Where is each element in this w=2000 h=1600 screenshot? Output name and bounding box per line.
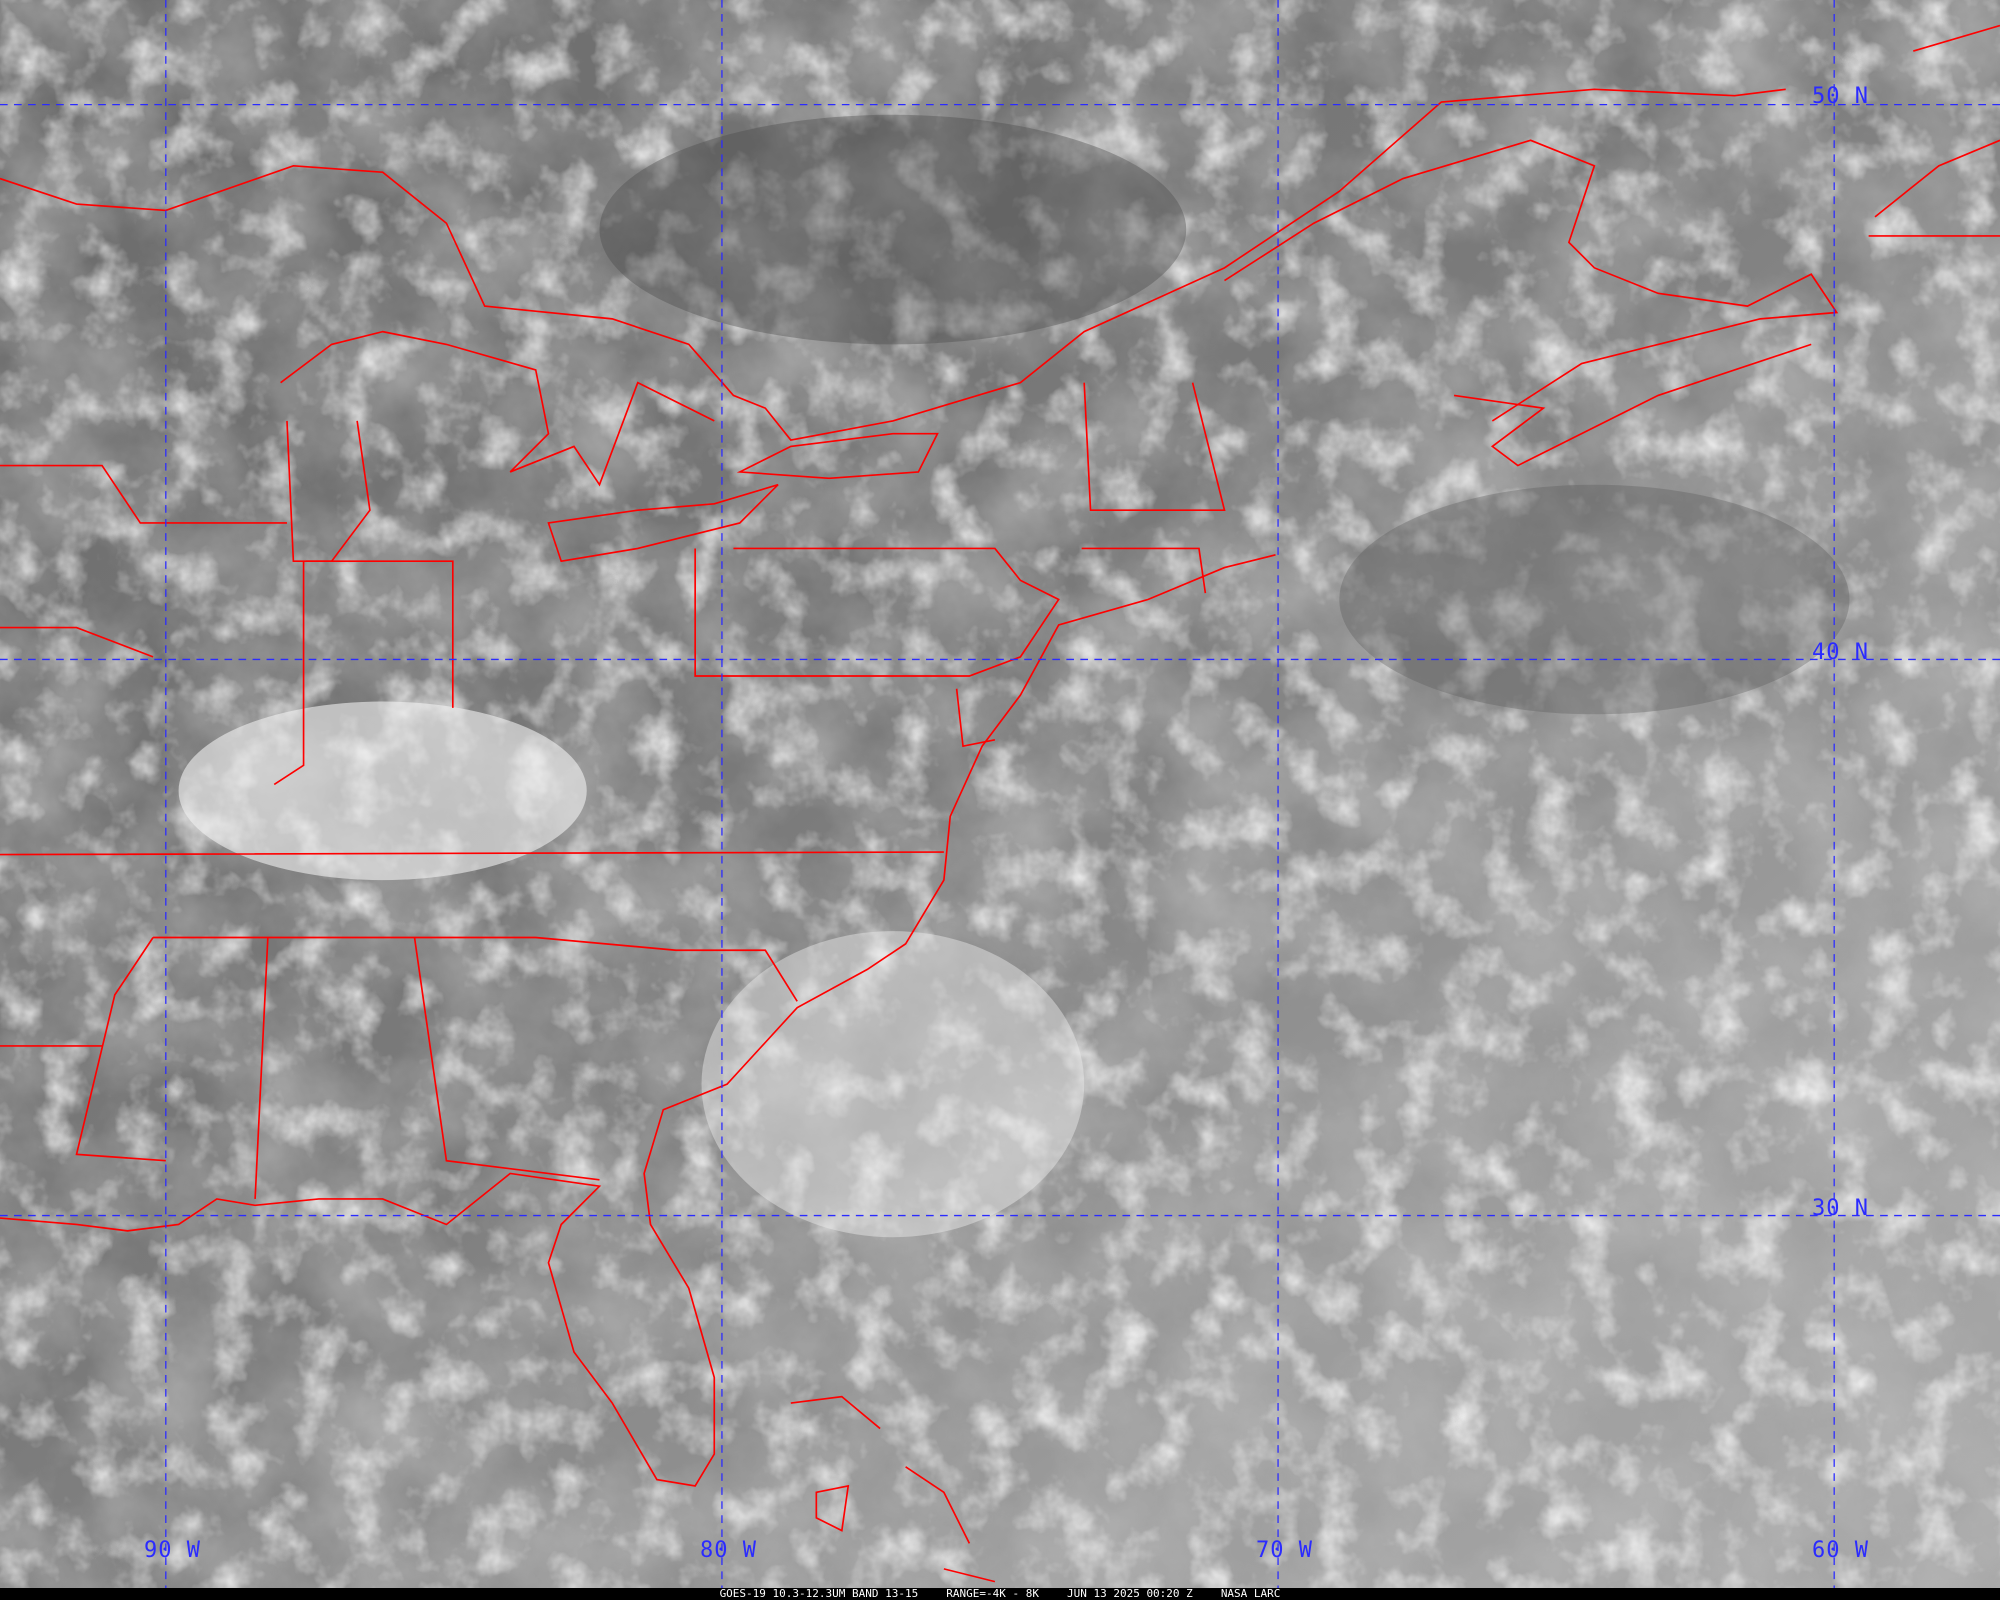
caption-source: NASA LARC xyxy=(1220,1587,1281,1600)
lon-label-90w: 90 W xyxy=(144,1538,201,1563)
lon-label-60w: 60 W xyxy=(1812,1538,1869,1563)
lon-label-70w: 70 W xyxy=(1256,1538,1313,1563)
political-boundaries xyxy=(0,24,2000,1583)
caption-range: RANGE=-4K - 8K xyxy=(946,1587,1039,1600)
caribbean-islands xyxy=(790,24,2000,1583)
us-east-coast xyxy=(0,88,1786,441)
caption-datetime: JUN 13 2025 00:20 Z xyxy=(1066,1587,1193,1600)
lon-label-80w: 80 W xyxy=(700,1538,757,1563)
atlantic-coast xyxy=(0,554,1276,1487)
lat-label-40n: 40 N xyxy=(1812,640,1869,665)
state-boundaries xyxy=(0,382,1226,1200)
caption-product: GOES-19 10.3-12.3UM BAND 13-15 xyxy=(719,1587,919,1600)
lat-label-30n: 30 N xyxy=(1812,1196,1869,1221)
lat-label-50n: 50 N xyxy=(1812,84,1869,109)
canada-maritimes xyxy=(1224,139,1839,467)
image-caption-bar: GOES-19 10.3-12.3UM BAND 13-15 RANGE=-4K … xyxy=(0,1588,2000,1600)
